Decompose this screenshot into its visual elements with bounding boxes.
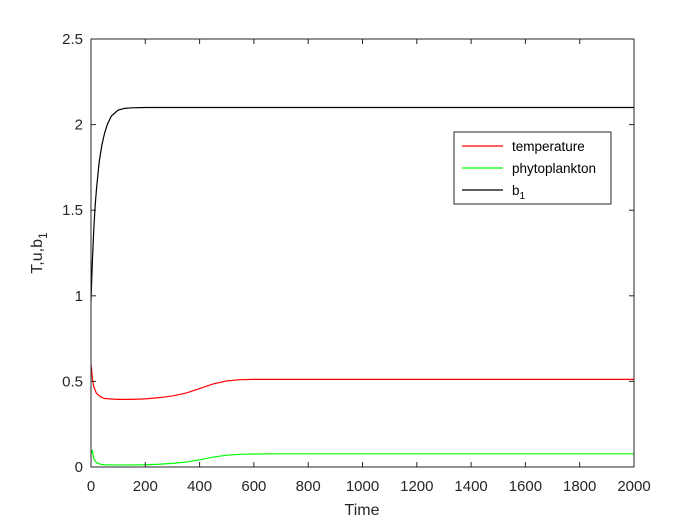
x-tick-label: 600 <box>241 478 266 495</box>
series-layer <box>90 106 634 466</box>
y-axis-label-text: T,u,b <box>29 239 46 274</box>
legend-label: b1 <box>512 183 526 202</box>
y-tick-label: 1.5 <box>62 202 83 219</box>
series-line-1 <box>90 364 634 400</box>
y-axis-label: T,u,b1 <box>29 232 50 274</box>
x-tick-label: 1600 <box>509 478 542 495</box>
y-tick-label: 0.5 <box>62 373 83 390</box>
x-tick-label: 1200 <box>400 478 433 495</box>
legend-label-text: b <box>512 183 520 198</box>
x-tick-label: 1400 <box>454 478 487 495</box>
legend-label: temperature <box>512 139 585 154</box>
y-tick-label: 2 <box>75 117 83 134</box>
x-tick-label: 400 <box>187 478 212 495</box>
legend-label-subscript: 1 <box>520 191 526 202</box>
legend: temperature phytoplankton b1 <box>453 131 612 205</box>
series-line-3 <box>90 106 634 301</box>
legend-label: phytoplankton <box>512 161 596 176</box>
x-tick-label: 200 <box>133 478 158 495</box>
x-axis-label: Time <box>345 502 380 519</box>
y-tick-label: 1 <box>75 288 83 305</box>
x-tick-label: 2000 <box>617 478 650 495</box>
x-tick-label: 1000 <box>346 478 379 495</box>
y-tick-label: 0 <box>75 459 83 476</box>
y-tick-label: 2.5 <box>62 31 83 48</box>
y-axis-label-subscript: 1 <box>36 232 50 239</box>
axes-layer: 0 200 400 600 800 1000 1200 1400 1600 1800 2000 0 0.… <box>62 31 651 495</box>
legend-label-text: phytoplankton <box>512 161 596 176</box>
plot-area <box>91 39 634 467</box>
legend-label-text: temperature <box>512 139 585 154</box>
series-line-2 <box>90 448 634 466</box>
x-tick-label: 0 <box>87 478 95 495</box>
x-tick-label: 1800 <box>563 478 596 495</box>
x-tick-label: 800 <box>296 478 321 495</box>
